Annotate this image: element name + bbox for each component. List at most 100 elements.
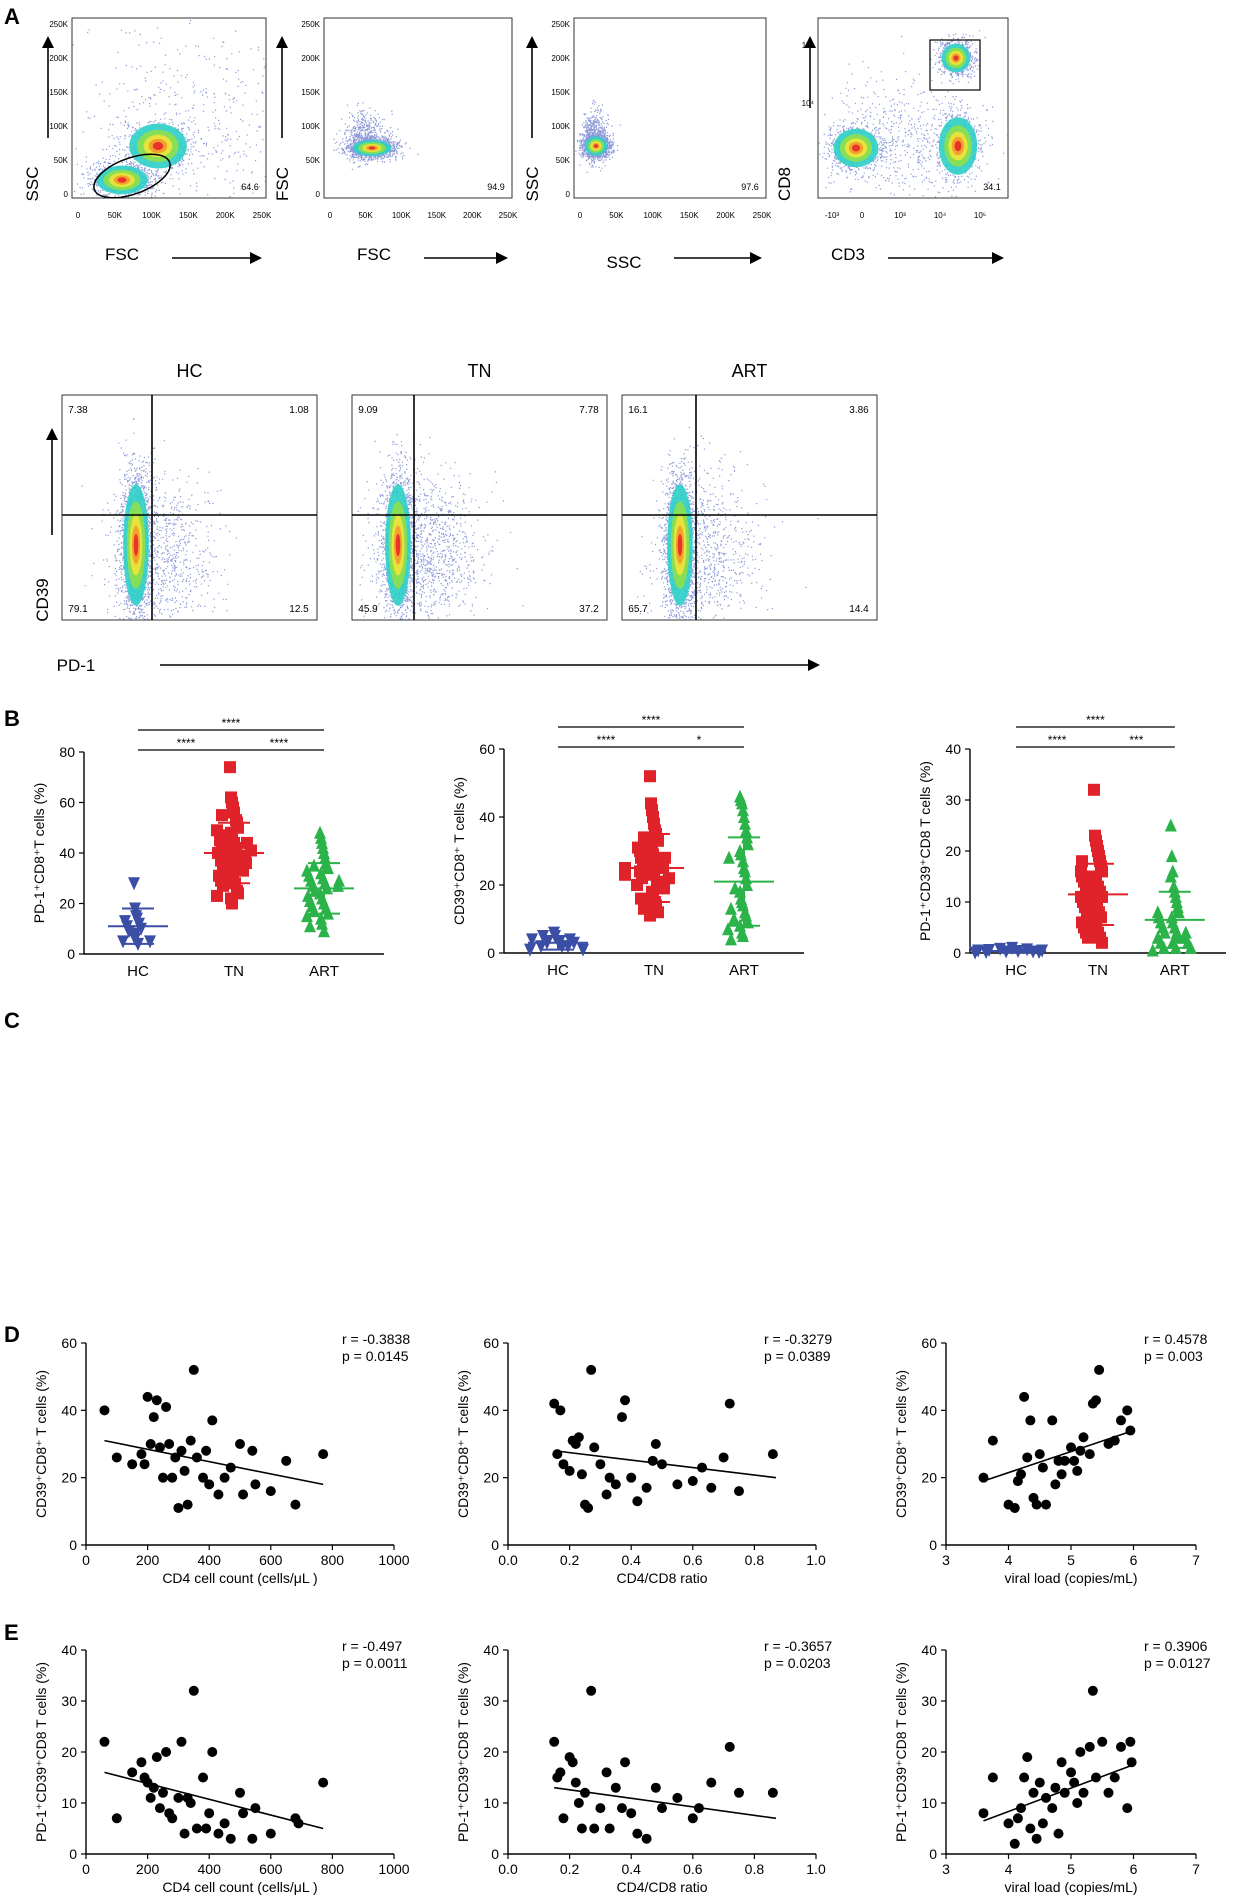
x-axis-label: viral load (copies/mL) — [1004, 1879, 1137, 1895]
data-point-triangle — [723, 850, 735, 864]
quadrant-ur: 3.86 — [849, 405, 869, 416]
dot-plot-B3: 0 10 20 30 40 PD-1⁺CD39⁺CD8 T cells (%) HC TN AR… — [917, 713, 1226, 979]
correlation-p: p = 0.0145 — [342, 1348, 409, 1364]
data-point — [641, 1833, 652, 1844]
data-point — [687, 1476, 698, 1487]
x-tick-label: 3 — [942, 1861, 950, 1877]
x-tick-label: 200 — [136, 1861, 160, 1877]
data-point — [1066, 1442, 1076, 1453]
x-tick-label: 0 — [860, 211, 865, 220]
quadrant-ul: 16.1 — [628, 405, 648, 416]
data-point-square — [634, 845, 646, 857]
x-tick-label: 800 — [321, 1861, 345, 1877]
data-point-triangle-down — [577, 943, 589, 957]
data-point — [1009, 1502, 1020, 1513]
data-point — [290, 1499, 301, 1510]
x-tick-label: 0.4 — [621, 1861, 641, 1877]
y-tick-label: 10 — [483, 1795, 499, 1811]
correlation-r: r = -0.3838 — [342, 1331, 410, 1347]
density-core-0-4 — [395, 534, 401, 556]
x-tick-label: 4 — [1005, 1552, 1013, 1568]
data-point — [595, 1459, 606, 1470]
data-point — [201, 1823, 212, 1834]
data-point — [1003, 1818, 1014, 1829]
y-tick-label: 250K — [551, 20, 570, 29]
y-tick-label: 0 — [491, 1846, 499, 1862]
data-point-triangle-down — [117, 935, 129, 949]
data-point-triangle — [1158, 925, 1171, 939]
data-point — [1047, 1415, 1058, 1426]
data-point — [201, 1445, 212, 1456]
x-tick-label: 200 — [136, 1552, 160, 1568]
data-point — [610, 1479, 621, 1490]
data-point — [1075, 1747, 1086, 1757]
x-axis-label: viral load (copies/mL) — [1004, 1570, 1137, 1586]
data-point-triangle — [740, 823, 752, 837]
x-tick-label: 600 — [259, 1861, 283, 1877]
y-tick-label: 30 — [945, 792, 961, 808]
x-tick-label: 1.0 — [806, 1552, 826, 1568]
density-core-0-4 — [117, 177, 127, 183]
y-tick-label: 50K — [556, 156, 571, 165]
data-point — [1031, 1499, 1042, 1510]
x-tick-label: 150K — [179, 211, 198, 220]
data-point — [213, 1489, 224, 1500]
quadrant-ul: 9.09 — [358, 405, 378, 416]
gate-polygon — [93, 153, 171, 199]
y-tick-label: 20 — [483, 1470, 499, 1486]
gate-percentage: 97.6 — [741, 182, 759, 192]
data-point — [198, 1472, 209, 1483]
category-label: TN — [224, 963, 244, 980]
significance-label: **** — [1048, 733, 1067, 747]
flow-plot-A-hc: HC 7.38 1.08 79.1 12.5 — [61, 361, 318, 621]
data-point — [247, 1445, 258, 1456]
y-tick-label: 100K — [301, 122, 320, 131]
data-point — [589, 1823, 600, 1834]
x-tick-label: 100K — [392, 211, 411, 220]
data-point — [235, 1787, 245, 1798]
y-axis-label: PD-1⁺CD39⁺CD8 T cells (%) — [33, 1662, 49, 1842]
x-tick-label: 5 — [1067, 1552, 1075, 1568]
data-point — [204, 1479, 215, 1490]
data-point-square — [1096, 936, 1108, 949]
data-point — [632, 1828, 643, 1839]
correlation-p: p = 0.0127 — [1144, 1655, 1211, 1671]
flow-plot-A-art: ART 16.1 3.86 65.7 14.4 — [621, 361, 878, 621]
flow-plot-A-fsc-fsc: 94.9 0 50K 100K 150K 200K 250K 0 50K 100K 150K 200K… — [273, 17, 518, 264]
cd39-arrow-head — [46, 428, 58, 440]
data-point-triangle-down — [980, 945, 993, 959]
data-point — [1028, 1787, 1039, 1798]
density-core-0-4 — [368, 146, 376, 150]
data-point — [570, 1777, 581, 1788]
data-point — [1016, 1469, 1026, 1480]
quadrant-ur: 7.78 — [579, 405, 599, 416]
significance-label: *** — [1129, 733, 1143, 747]
data-point — [1091, 1395, 1101, 1406]
data-point-square — [241, 836, 253, 849]
data-point — [626, 1808, 637, 1819]
data-point — [207, 1747, 218, 1757]
data-point-triangle — [304, 919, 316, 933]
data-point — [207, 1415, 218, 1426]
data-point-triangle — [725, 932, 737, 946]
y-tick-label: 0 — [69, 1846, 77, 1862]
data-point-triangle-down — [969, 946, 982, 960]
y-tick-label: 40 — [483, 1642, 499, 1658]
y-tick-label: 20 — [59, 896, 75, 912]
data-point — [185, 1798, 196, 1808]
data-point — [604, 1472, 615, 1483]
regression-line — [554, 1786, 777, 1820]
data-point — [1012, 1813, 1023, 1824]
x-tick-label: 0.0 — [498, 1552, 518, 1568]
data-point — [281, 1455, 292, 1466]
data-point — [1025, 1415, 1036, 1426]
data-point — [610, 1782, 621, 1793]
data-point — [650, 1439, 661, 1449]
plot-frame — [323, 17, 513, 199]
data-point-triangle — [1164, 869, 1177, 883]
x-tick-label: 250K — [253, 211, 272, 220]
flow-plot-A-tn: TN 9.09 7.78 45.9 37.2 — [351, 361, 608, 621]
data-point — [626, 1472, 637, 1483]
